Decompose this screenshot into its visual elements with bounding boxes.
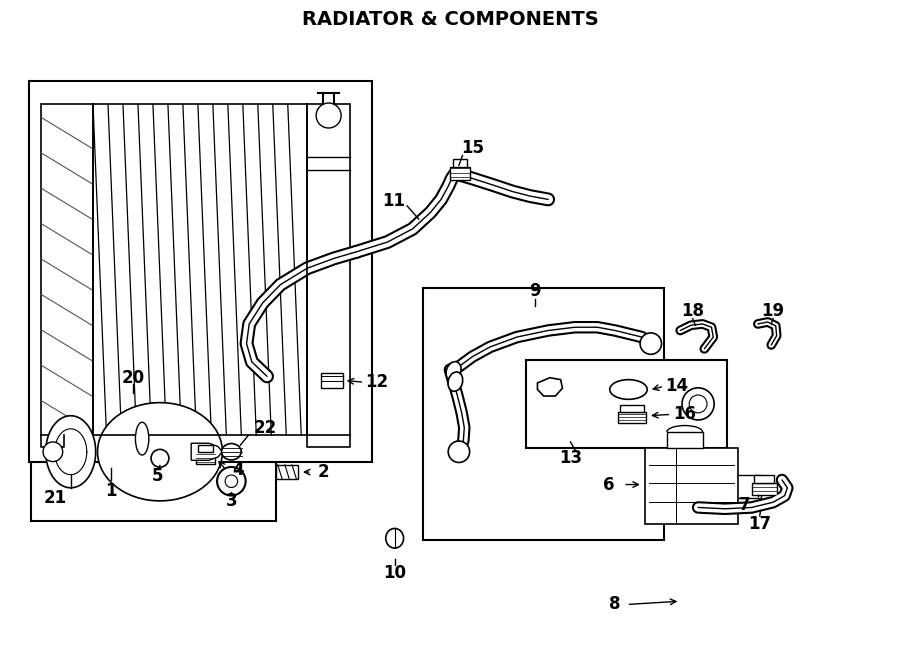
Polygon shape bbox=[97, 403, 222, 501]
Text: 2: 2 bbox=[318, 463, 329, 481]
Polygon shape bbox=[191, 444, 222, 460]
Bar bbox=[195, 452, 215, 464]
Bar bbox=[754, 475, 774, 483]
Circle shape bbox=[225, 475, 238, 488]
Text: 18: 18 bbox=[681, 302, 704, 320]
Circle shape bbox=[448, 441, 470, 463]
Text: 19: 19 bbox=[761, 302, 785, 320]
Text: 11: 11 bbox=[382, 192, 405, 210]
Circle shape bbox=[689, 395, 707, 413]
Bar bbox=[453, 159, 467, 167]
Text: 6: 6 bbox=[603, 475, 615, 494]
Text: 16: 16 bbox=[673, 405, 697, 424]
Text: 14: 14 bbox=[665, 377, 688, 395]
Text: 3: 3 bbox=[226, 492, 238, 510]
Bar bbox=[644, 448, 738, 524]
Bar bbox=[617, 412, 646, 423]
Bar bbox=[41, 104, 93, 436]
Text: 22: 22 bbox=[254, 418, 277, 436]
Bar bbox=[276, 465, 298, 479]
Text: 12: 12 bbox=[365, 373, 389, 391]
Ellipse shape bbox=[135, 422, 148, 455]
Bar bbox=[526, 360, 726, 448]
Bar bbox=[423, 288, 664, 540]
Bar bbox=[752, 483, 777, 495]
Bar bbox=[198, 446, 212, 452]
Text: 8: 8 bbox=[609, 596, 621, 613]
Ellipse shape bbox=[386, 528, 403, 548]
Text: 20: 20 bbox=[122, 369, 145, 387]
Text: 4: 4 bbox=[233, 461, 244, 479]
Text: 1: 1 bbox=[105, 482, 117, 500]
Ellipse shape bbox=[609, 379, 647, 399]
Polygon shape bbox=[537, 377, 562, 396]
Text: 17: 17 bbox=[748, 515, 771, 533]
Bar bbox=[31, 393, 276, 521]
Text: 9: 9 bbox=[529, 282, 541, 300]
Text: 15: 15 bbox=[461, 139, 484, 157]
Circle shape bbox=[316, 103, 341, 128]
Bar bbox=[29, 81, 373, 461]
Circle shape bbox=[151, 449, 169, 467]
Polygon shape bbox=[46, 416, 95, 488]
Text: 5: 5 bbox=[151, 467, 163, 485]
Bar bbox=[450, 167, 470, 180]
Bar bbox=[620, 405, 643, 412]
Text: 13: 13 bbox=[559, 449, 582, 467]
Circle shape bbox=[43, 442, 63, 461]
Text: 7: 7 bbox=[739, 496, 751, 514]
Circle shape bbox=[640, 333, 662, 354]
Text: 10: 10 bbox=[383, 564, 406, 582]
Circle shape bbox=[682, 388, 715, 420]
Bar bbox=[307, 104, 350, 436]
Ellipse shape bbox=[221, 444, 241, 460]
Circle shape bbox=[217, 467, 246, 496]
Text: 21: 21 bbox=[44, 488, 68, 506]
Ellipse shape bbox=[448, 372, 463, 391]
Text: RADIATOR & COMPONENTS: RADIATOR & COMPONENTS bbox=[302, 10, 598, 28]
Bar bbox=[320, 373, 343, 387]
Bar bbox=[667, 432, 703, 448]
Ellipse shape bbox=[446, 362, 461, 381]
